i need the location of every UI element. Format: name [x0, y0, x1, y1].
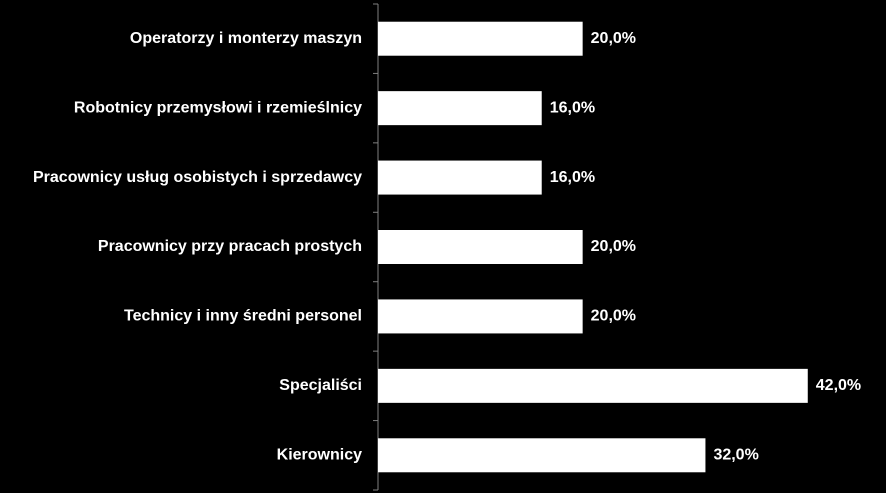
category-label: Robotnicy przemysłowi i rzemieślnicy [74, 99, 362, 116]
category-label: Operatorzy i monterzy maszyn [130, 30, 362, 47]
bar [378, 21, 583, 56]
value-label: 20,0% [591, 238, 636, 255]
value-label: 42,0% [816, 377, 861, 394]
bar [378, 160, 542, 195]
bar [378, 368, 808, 403]
bar [378, 438, 706, 473]
value-label: 32,0% [713, 447, 758, 464]
value-label: 20,0% [591, 30, 636, 47]
category-label: Kierownicy [277, 447, 362, 464]
category-axis [373, 3, 379, 491]
value-label: 16,0% [550, 99, 595, 116]
category-label: Specjaliści [279, 377, 362, 394]
category-labels-group: Operatorzy i monterzy maszyn Robotnicy pr… [33, 30, 362, 464]
category-label: Pracownicy przy pracach prostych [98, 238, 362, 255]
category-label: Pracownicy usług osobistych i sprzedawcy [33, 169, 362, 186]
bars-group [378, 21, 808, 473]
value-labels-group: 20,0% 16,0% 16,0% 20,0% 20,0% 42,0% 32,0% [550, 30, 861, 464]
value-label: 16,0% [550, 169, 595, 186]
category-label: Technicy i inny średni personel [124, 308, 362, 325]
bar [378, 299, 583, 334]
value-label: 20,0% [591, 308, 636, 325]
bar [378, 230, 583, 264]
bar [378, 91, 542, 126]
